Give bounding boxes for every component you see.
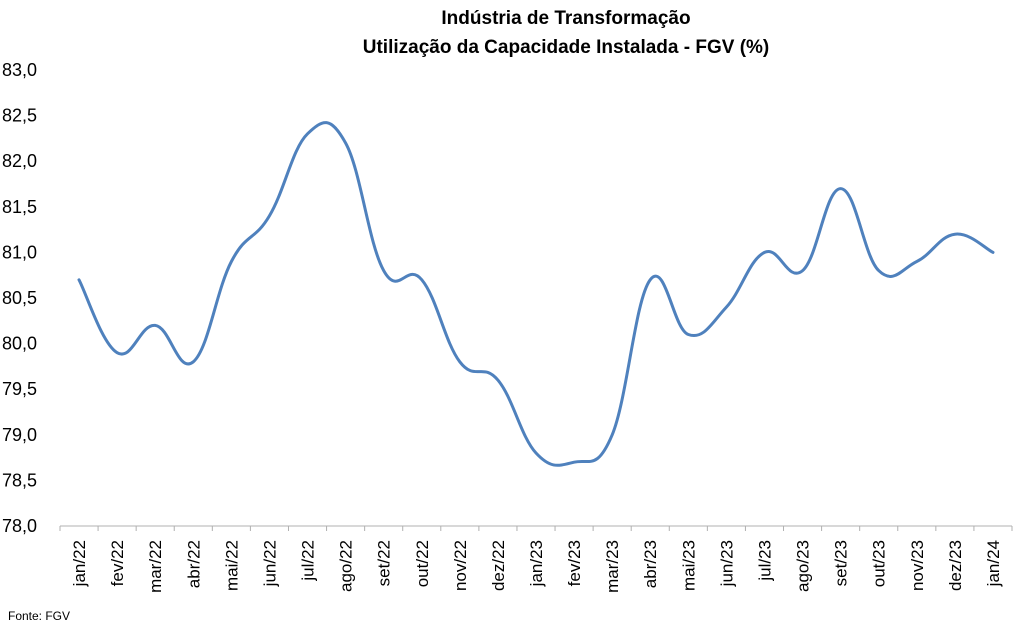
data-point <box>649 278 652 281</box>
data-point <box>306 132 309 135</box>
data-point <box>915 260 918 263</box>
x-tick-label: fev/22 <box>108 540 127 586</box>
data-point <box>192 360 195 363</box>
x-tick-label: jun/22 <box>260 540 279 587</box>
x-tick-label: mai/23 <box>679 540 698 591</box>
y-axis: 78,0 78,5 79,0 79,5 80,0 80,5 81,0 81,5 82,0 82,5… <box>2 60 37 536</box>
data-point <box>344 142 347 145</box>
x-tick-label: out/22 <box>413 540 432 587</box>
data-point <box>78 278 81 281</box>
source-note: Fonte: FGV <box>8 609 70 623</box>
x-tick-label: ago/23 <box>794 540 813 592</box>
data-point <box>382 269 385 272</box>
data-point <box>535 452 538 455</box>
data-point <box>154 324 157 327</box>
y-tick-label: 80,0 <box>2 334 37 354</box>
chart-subtitle: Utilização da Capacidade Instalada - FGV… <box>363 37 770 58</box>
y-tick-label: 82,5 <box>2 106 37 126</box>
data-point <box>458 360 461 363</box>
data-point <box>801 269 804 272</box>
y-tick-label: 83,0 <box>2 60 37 80</box>
data-point <box>763 251 766 254</box>
data-point <box>268 214 271 217</box>
x-tick-label: ago/22 <box>337 540 356 592</box>
y-tick-label: 81,5 <box>2 197 37 217</box>
data-point <box>725 306 728 309</box>
chart-title: Indústria de Transformação <box>441 8 690 29</box>
data-point <box>420 278 423 281</box>
x-tick-label: nov/23 <box>908 540 927 591</box>
x-tick-label: jan/24 <box>984 540 1003 587</box>
y-tick-label: 81,0 <box>2 242 37 262</box>
data-point <box>496 379 499 382</box>
series-line <box>77 121 995 467</box>
series-layer <box>77 121 995 467</box>
x-axis: jan/22 fev/22 mar/22 abr/22 mai/22 jun/22 jul/… <box>59 525 1013 593</box>
data-point <box>573 461 576 464</box>
x-tick-label: jan/22 <box>70 540 89 587</box>
x-tick-label: fev/23 <box>565 540 584 586</box>
data-point <box>877 269 880 272</box>
x-tick-label: set/23 <box>832 540 851 586</box>
x-tick-label: jul/23 <box>755 540 774 582</box>
x-tick-label: mar/22 <box>146 540 165 593</box>
data-point <box>839 187 842 190</box>
x-tick-label: nov/22 <box>451 540 470 591</box>
y-tick-label: 79,5 <box>2 379 37 399</box>
data-point <box>953 233 956 236</box>
y-tick-label: 78,0 <box>2 516 37 536</box>
data-point <box>230 260 233 263</box>
y-tick-label: 82,0 <box>2 151 37 171</box>
x-tick-label: set/22 <box>375 540 394 586</box>
x-tick-label: mar/23 <box>603 540 622 593</box>
data-point <box>611 433 614 436</box>
x-tick-label: abr/23 <box>641 540 660 588</box>
x-tick-label: dez/23 <box>946 540 965 591</box>
y-tick-label: 79,0 <box>2 425 37 445</box>
y-tick-label: 80,5 <box>2 288 37 308</box>
data-point <box>687 333 690 336</box>
x-tick-label: jul/22 <box>299 540 318 582</box>
data-point <box>116 351 119 354</box>
x-tick-label: mai/22 <box>222 540 241 591</box>
x-tick-label: jan/23 <box>527 540 546 587</box>
x-tick-label: dez/22 <box>489 540 508 591</box>
x-tick-label: out/23 <box>870 540 889 587</box>
data-point <box>992 251 995 254</box>
y-tick-label: 78,5 <box>2 470 37 490</box>
x-tick-label: jun/23 <box>717 540 736 587</box>
x-tick-label: abr/22 <box>184 540 203 588</box>
